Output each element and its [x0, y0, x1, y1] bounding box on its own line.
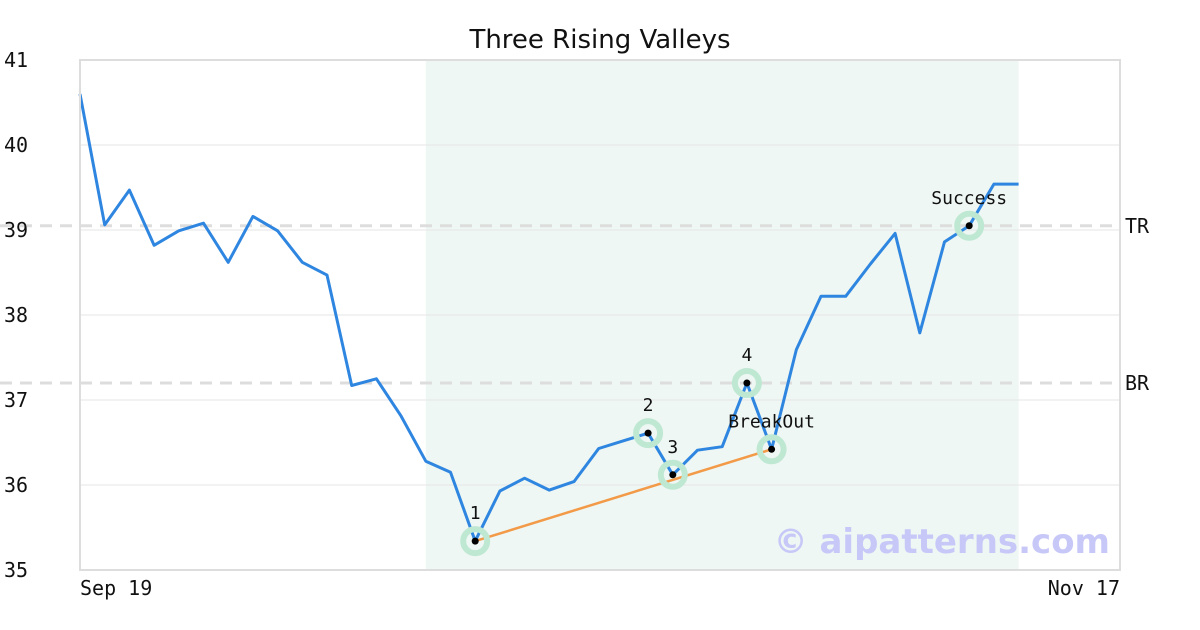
point-label: 2	[643, 395, 654, 416]
marker-point	[743, 379, 751, 387]
marker-halo	[731, 368, 762, 398]
y-tick-label: 39	[4, 218, 28, 242]
marker-halo	[460, 526, 491, 557]
x-tick-label: Sep 19	[80, 576, 152, 600]
marker-point	[669, 471, 677, 479]
plot-frame	[79, 59, 1121, 571]
reference-line-label: TR	[1125, 214, 1150, 238]
marker-halo	[633, 418, 664, 449]
y-tick-label: 35	[4, 558, 28, 582]
marker-halo	[756, 434, 787, 465]
marker-point	[644, 429, 652, 437]
marker-point	[471, 537, 479, 545]
watermark: © aipatterns.com	[774, 522, 1110, 562]
y-tick-label: 36	[4, 473, 28, 497]
chart-title: Three Rising Valleys	[468, 25, 730, 55]
marker-halo	[954, 210, 985, 241]
y-tick-label: 41	[4, 48, 28, 72]
y-tick-label: 38	[4, 303, 28, 327]
marker-point	[768, 445, 776, 453]
trend-line	[474, 448, 772, 543]
point-label: 3	[667, 437, 678, 458]
point-label: 4	[741, 345, 752, 366]
x-tick-label: Nov 17	[1048, 576, 1120, 600]
point-label: 1	[470, 503, 481, 524]
y-tick-label: 37	[4, 388, 28, 412]
marker-halo	[657, 459, 688, 490]
y-tick-label: 40	[4, 133, 28, 157]
point-label: BreakOut	[728, 411, 815, 432]
point-label: Success	[931, 188, 1007, 209]
reference-line-label: BR	[1125, 371, 1150, 395]
marker-point	[965, 222, 973, 230]
series-line	[78, 93, 1019, 543]
